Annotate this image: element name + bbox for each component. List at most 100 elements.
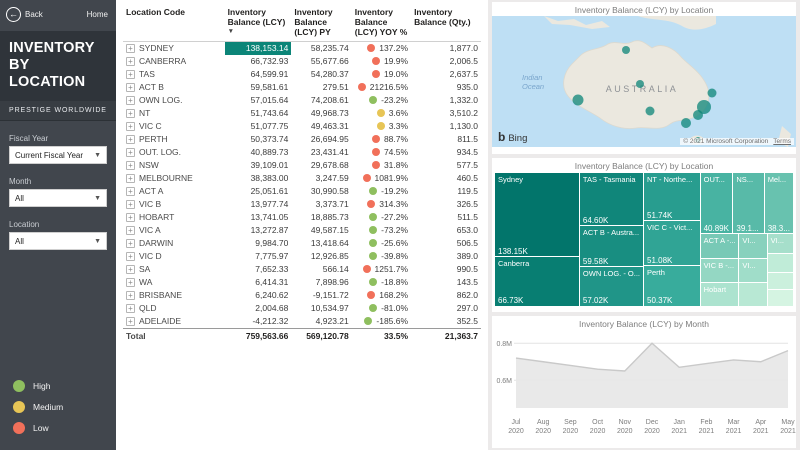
treemap-cell[interactable]: VIC C - Vict... 51.08K — [643, 219, 702, 268]
expand-icon[interactable]: + — [126, 225, 135, 235]
expand-icon[interactable]: + — [126, 147, 135, 157]
treemap-cell[interactable]: NS... 39.1... — [732, 173, 766, 236]
col-header-yoy[interactable]: Inventory Balance (LCY) YOY % — [351, 5, 412, 42]
treemap-cell[interactable]: VI... — [766, 233, 793, 256]
treemap-cell[interactable]: Perth 50.37K — [643, 265, 702, 306]
bing-logo[interactable]: b Bing — [498, 130, 527, 144]
location-code-cell[interactable]: + QLD — [123, 302, 225, 315]
location-code-cell[interactable]: + CANBERRA — [123, 55, 225, 68]
treemap-cell[interactable]: VI... — [738, 233, 769, 261]
table-row[interactable]: + ACT B 59,581.61 279.51 21216.5% 935.0 — [123, 81, 481, 94]
treemap-cell[interactable]: ACT A -... — [699, 233, 741, 261]
treemap-cell[interactable]: Sydney 138.15K — [495, 173, 581, 258]
table-row[interactable]: + SYDNEY 138,153.14 58,235.74 137.2% 1,877.0 — [123, 41, 481, 55]
expand-icon[interactable]: + — [126, 95, 135, 105]
treemap-cell[interactable]: NT - Northe... 51.74K — [643, 173, 702, 222]
treemap-cell[interactable] — [766, 289, 793, 306]
map-location-bubble[interactable] — [572, 94, 584, 106]
line-chart-canvas[interactable]: 0.6M 0.8M Jul 2020 Aug 2020 Sep 2020 Oct 2020 Nov 2… — [492, 330, 796, 446]
table-row[interactable]: + HOBART 13,741.05 18,885.73 -27.2% 511.5 — [123, 211, 481, 224]
location-code-cell[interactable]: + SYDNEY — [123, 41, 225, 55]
expand-icon[interactable]: + — [126, 290, 135, 300]
treemap-cell[interactable] — [766, 271, 793, 292]
table-row[interactable]: + ADELAIDE -4,212.32 4,923.21 -185.6% 352.5 — [123, 315, 481, 329]
table-row[interactable]: + VIC A 13,272.87 49,587.15 -73.2% 653.0 — [123, 224, 481, 237]
expand-icon[interactable]: + — [126, 238, 135, 248]
expand-icon[interactable]: + — [126, 108, 135, 118]
table-row[interactable]: + VIC C 51,077.75 49,463.31 3.3% 1,130.0 — [123, 120, 481, 133]
map-bubbles[interactable] — [572, 46, 717, 143]
expand-icon[interactable]: + — [126, 199, 135, 209]
location-code-cell[interactable]: + HOBART — [123, 211, 225, 224]
expand-icon[interactable]: + — [126, 303, 135, 313]
expand-icon[interactable]: + — [126, 316, 135, 326]
location-code-cell[interactable]: + VIC A — [123, 224, 225, 237]
table-row[interactable]: + OUT. LOG. 40,889.73 23,431.41 74.5% 934.5 — [123, 146, 481, 159]
col-header-balance-lcy[interactable]: Inventory Balance (LCY) ▼ — [224, 5, 292, 42]
table-row[interactable]: + PERTH 50,373.74 26,694.95 88.7% 811.5 — [123, 133, 481, 146]
table-row[interactable]: + VIC D 7,775.97 12,926.85 -39.8% 389.0 — [123, 250, 481, 263]
table-row[interactable]: + NSW 39,109.01 29,678.68 31.8% 577.5 — [123, 159, 481, 172]
table-row[interactable]: + OWN LOG. 57,015.64 74,208.61 -23.2% 1,332.0 — [123, 94, 481, 107]
expand-icon[interactable]: + — [126, 264, 135, 274]
location-code-cell[interactable]: + WA — [123, 276, 225, 289]
table-row[interactable]: + QLD 2,004.68 10,534.97 -81.0% 297.0 — [123, 302, 481, 315]
table-row[interactable]: + VIC B 13,977.74 3,373.71 314.3% 326.5 — [123, 198, 481, 211]
treemap-cell[interactable]: Mel... 38.3... — [763, 173, 793, 236]
home-button[interactable]: Home — [86, 10, 108, 19]
map-location-bubble[interactable] — [697, 100, 711, 114]
location-code-cell[interactable]: + SA — [123, 263, 225, 276]
location-code-cell[interactable]: + NSW — [123, 159, 225, 172]
expand-icon[interactable]: + — [126, 82, 135, 92]
location-code-cell[interactable]: + NT — [123, 107, 225, 120]
table-row[interactable]: + SA 7,652.33 566.14 1251.7% 990.5 — [123, 263, 481, 276]
map-location-bubble[interactable] — [707, 88, 717, 98]
expand-icon[interactable]: + — [126, 56, 135, 66]
expand-icon[interactable]: + — [126, 43, 135, 53]
table-row[interactable]: + TAS 64,599.91 54,280.37 19.0% 2,637.5 — [123, 68, 481, 81]
location-code-cell[interactable]: + ACT B — [123, 81, 225, 94]
treemap-cell[interactable]: VI... — [738, 258, 769, 285]
expand-icon[interactable]: + — [126, 160, 135, 170]
location-code-cell[interactable]: + BRISBANE — [123, 289, 225, 302]
location-dropdown[interactable]: All ▼ — [9, 232, 107, 251]
table-row[interactable]: + DARWIN 9,984.70 13,418.64 -25.6% 506.5 — [123, 237, 481, 250]
expand-icon[interactable]: + — [126, 251, 135, 261]
location-code-cell[interactable]: + VIC D — [123, 250, 225, 263]
location-code-cell[interactable]: + VIC B — [123, 198, 225, 211]
table-row[interactable]: + CANBERRA 66,732.93 55,677.66 19.9% 2,006.5 — [123, 55, 481, 68]
month-dropdown[interactable]: All ▼ — [9, 189, 107, 208]
fiscal-year-dropdown[interactable]: Current Fiscal Year ▼ — [9, 146, 107, 165]
expand-icon[interactable]: + — [126, 69, 135, 79]
location-code-cell[interactable]: + ACT A — [123, 185, 225, 198]
location-code-cell[interactable]: + DARWIN — [123, 237, 225, 250]
table-row[interactable]: + ACT A 25,051.61 30,990.58 -19.2% 119.5 — [123, 185, 481, 198]
table-row[interactable]: + MELBOURNE 38,383.00 3,247.59 1081.9% 460.5 — [123, 172, 481, 185]
col-header-qty[interactable]: Inventory Balance (Qty.) — [411, 5, 481, 42]
expand-icon[interactable]: + — [126, 134, 135, 144]
table-row[interactable]: + WA 6,414.31 7,898.96 -18.8% 143.5 — [123, 276, 481, 289]
col-header-location-code[interactable]: Location Code — [123, 5, 225, 42]
location-code-cell[interactable]: + ADELAIDE — [123, 315, 225, 329]
back-button[interactable]: ← Back — [6, 7, 43, 22]
map-location-bubble[interactable] — [622, 46, 630, 54]
treemap-cell[interactable]: VIC B -... — [699, 258, 741, 285]
map-location-bubble[interactable] — [645, 106, 655, 116]
table-row[interactable]: + BRISBANE 6,240.62 -9,151.72 168.2% 862.0 — [123, 289, 481, 302]
treemap-cell[interactable]: OUT... 40.89K — [699, 173, 735, 236]
location-code-cell[interactable]: + MELBOURNE — [123, 172, 225, 185]
map-location-bubble[interactable] — [681, 118, 691, 128]
treemap-cell[interactable]: Hobart — [699, 282, 741, 306]
expand-icon[interactable]: + — [126, 173, 135, 183]
treemap-cell[interactable] — [738, 282, 769, 306]
expand-icon[interactable]: + — [126, 212, 135, 222]
bing-map[interactable]: AUSTRALIA Indian Ocean b Bing © 2021 Mic… — [492, 16, 796, 147]
treemap-cell[interactable]: ACT B - Austra... 59.58K — [578, 225, 645, 269]
treemap-cell[interactable]: Canberra 66.73K — [495, 255, 581, 306]
location-code-cell[interactable]: + OUT. LOG. — [123, 146, 225, 159]
treemap-cell[interactable]: OWN LOG. - O... 57.02K — [578, 266, 645, 306]
location-code-cell[interactable]: + OWN LOG. — [123, 94, 225, 107]
col-header-balance-py[interactable]: Inventory Balance (LCY) PY — [291, 5, 352, 42]
location-code-cell[interactable]: + VIC C — [123, 120, 225, 133]
treemap-cell[interactable] — [766, 253, 793, 274]
